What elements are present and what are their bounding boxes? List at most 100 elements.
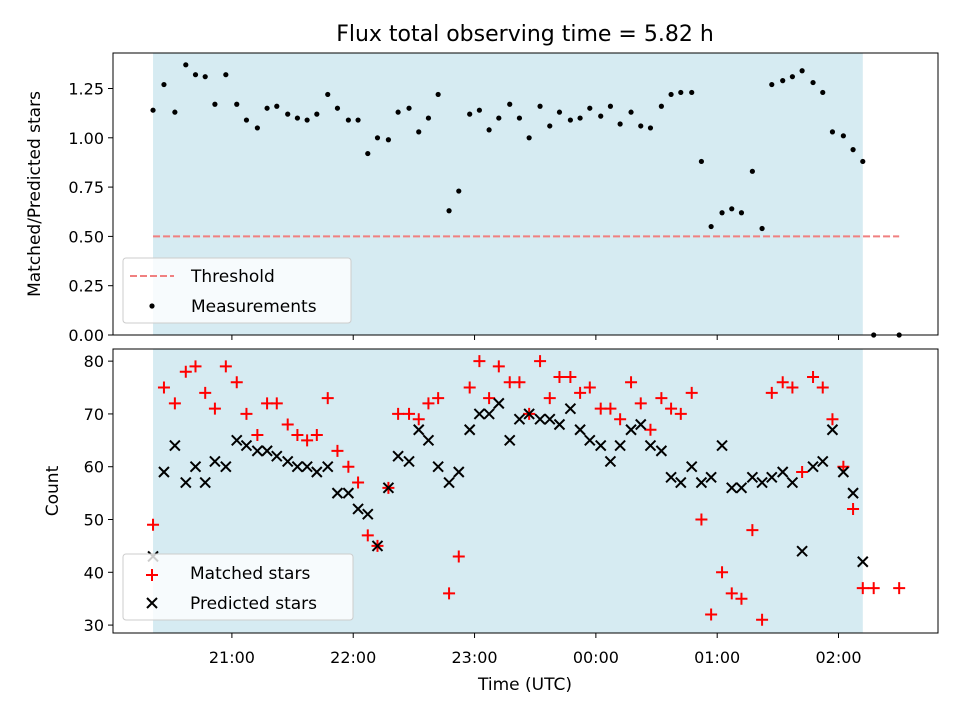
measurement-point [435, 91, 441, 98]
legend-matched-label: Matched stars [190, 564, 310, 584]
measurement-point [587, 105, 593, 111]
predicted-star-marker [199, 476, 211, 489]
measurement-point [264, 105, 270, 111]
predicted-star-marker [231, 434, 243, 447]
matched-star-marker [168, 397, 181, 410]
matched-star-marker [716, 566, 729, 579]
matched-star-marker [553, 370, 566, 383]
matched-star-marker [776, 376, 789, 389]
ratio-y-tick-label: 0.50 [68, 227, 104, 246]
measurement-point [860, 158, 866, 165]
ratio-axes-frame [112, 52, 939, 336]
predicted-star-marker [847, 487, 859, 499]
measurement-point [526, 135, 532, 141]
matched-star-marker [361, 529, 374, 542]
measurement-point [202, 74, 208, 80]
count-x-tick-label: 01:00 [694, 648, 740, 667]
predicted-star-marker [403, 455, 415, 468]
measurement-point [789, 74, 796, 80]
count-legend: Matched stars Predicted stars [122, 553, 354, 621]
measurement-point [425, 115, 432, 121]
predicted-star-marker [735, 482, 748, 494]
predicted-star-marker [523, 408, 535, 420]
predicted-star-marker [655, 445, 668, 457]
count-x-tick-label: 22:00 [330, 648, 376, 667]
measurement-point [172, 109, 178, 115]
predicted-star-marker [432, 461, 444, 473]
measurement-point [780, 78, 786, 84]
predicted-star-marker [473, 408, 486, 420]
predicted-star-marker [766, 471, 778, 483]
predicted-star-marker [564, 402, 577, 415]
measurement-point [294, 115, 301, 121]
measurement-points [150, 62, 902, 338]
matched-star-marker [796, 465, 809, 478]
measurement-point [567, 117, 573, 123]
matched-star-marker [756, 613, 769, 626]
measurement-point [729, 206, 735, 212]
measurement-point [617, 121, 623, 127]
measurement-point [161, 81, 167, 88]
predicted-star-marker [261, 445, 273, 457]
measurement-point [556, 109, 563, 115]
matched-star-marker [251, 429, 264, 442]
ratio-y-tick-label: 0.00 [68, 326, 104, 345]
measurement-point [647, 125, 654, 131]
matched-star-marker [403, 407, 416, 420]
measurement-point [496, 115, 502, 121]
measurement-point [476, 107, 482, 113]
predicted-star-marker [311, 466, 323, 478]
count-x-ticks: 21:00 22:00 23:00 00:00 01:00 02:00 [209, 633, 862, 667]
predicted-star-marker [413, 424, 425, 436]
measurement-point [345, 117, 351, 123]
measurement-point [769, 81, 775, 88]
measurement-point [678, 89, 684, 96]
predicted-star-marker [493, 397, 505, 410]
predicted-star-marker [595, 439, 607, 452]
measurement-point [234, 101, 240, 107]
matched-star-marker [534, 355, 547, 368]
ratio-y-tick-label: 1.25 [68, 79, 104, 98]
predicted-star-marker [382, 482, 395, 494]
predicted-star-marker [443, 476, 455, 489]
matched-star-marker [157, 381, 170, 394]
legend-threshold-label: Threshold [190, 267, 275, 287]
predicted-star-marker [169, 439, 181, 452]
matched-star-marker [463, 381, 476, 394]
matched-star-marker [230, 376, 243, 389]
measurement-point [374, 135, 381, 141]
predicted-star-marker [271, 450, 283, 462]
count-x-tick-label: 21:00 [209, 648, 255, 667]
matched-star-marker [583, 381, 596, 394]
matched-star-marker [492, 360, 505, 373]
matched-star-marker [695, 513, 708, 526]
predicted-star-marker [371, 540, 384, 552]
matched-star-marker [893, 582, 906, 595]
matched-star-marker [574, 386, 587, 399]
matched-star-marker [513, 376, 526, 389]
matched-star-marker [199, 386, 212, 399]
predicted-star-marker [189, 461, 202, 473]
measurement-point [446, 208, 452, 214]
count-y-tick-label: 30 [84, 616, 104, 635]
predicted-star-marker [837, 466, 850, 478]
predicted-star-marker [251, 445, 264, 457]
measurement-point [365, 150, 371, 157]
count-y-ticks: 30 40 50 60 70 80 [84, 352, 113, 635]
count-legend-box [122, 553, 354, 621]
ratio-y-axis-label: Matched/Predicted stars [25, 91, 45, 297]
ratio-y-tick-label: 0.75 [68, 178, 104, 197]
predicted-star-marker [686, 461, 698, 473]
predicted-star-marker [453, 466, 465, 478]
predicted-star-marker [644, 439, 657, 452]
predicted-star-marker [281, 455, 294, 468]
matched-star-marker [665, 402, 678, 415]
predicted-star-marker [220, 461, 232, 473]
measurement-point [243, 117, 250, 123]
ratio-y-tick-label: 1.00 [68, 129, 104, 148]
predicted-star-marker [301, 461, 313, 473]
count-axes-frame [112, 348, 939, 634]
count-x-tick-label: 23:00 [451, 648, 497, 667]
predicted-star-marker [362, 508, 374, 520]
